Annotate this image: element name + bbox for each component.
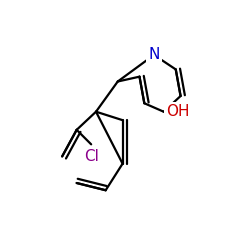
Text: Cl: Cl — [84, 149, 98, 164]
Text: OH: OH — [166, 104, 190, 119]
Text: N: N — [148, 48, 160, 62]
